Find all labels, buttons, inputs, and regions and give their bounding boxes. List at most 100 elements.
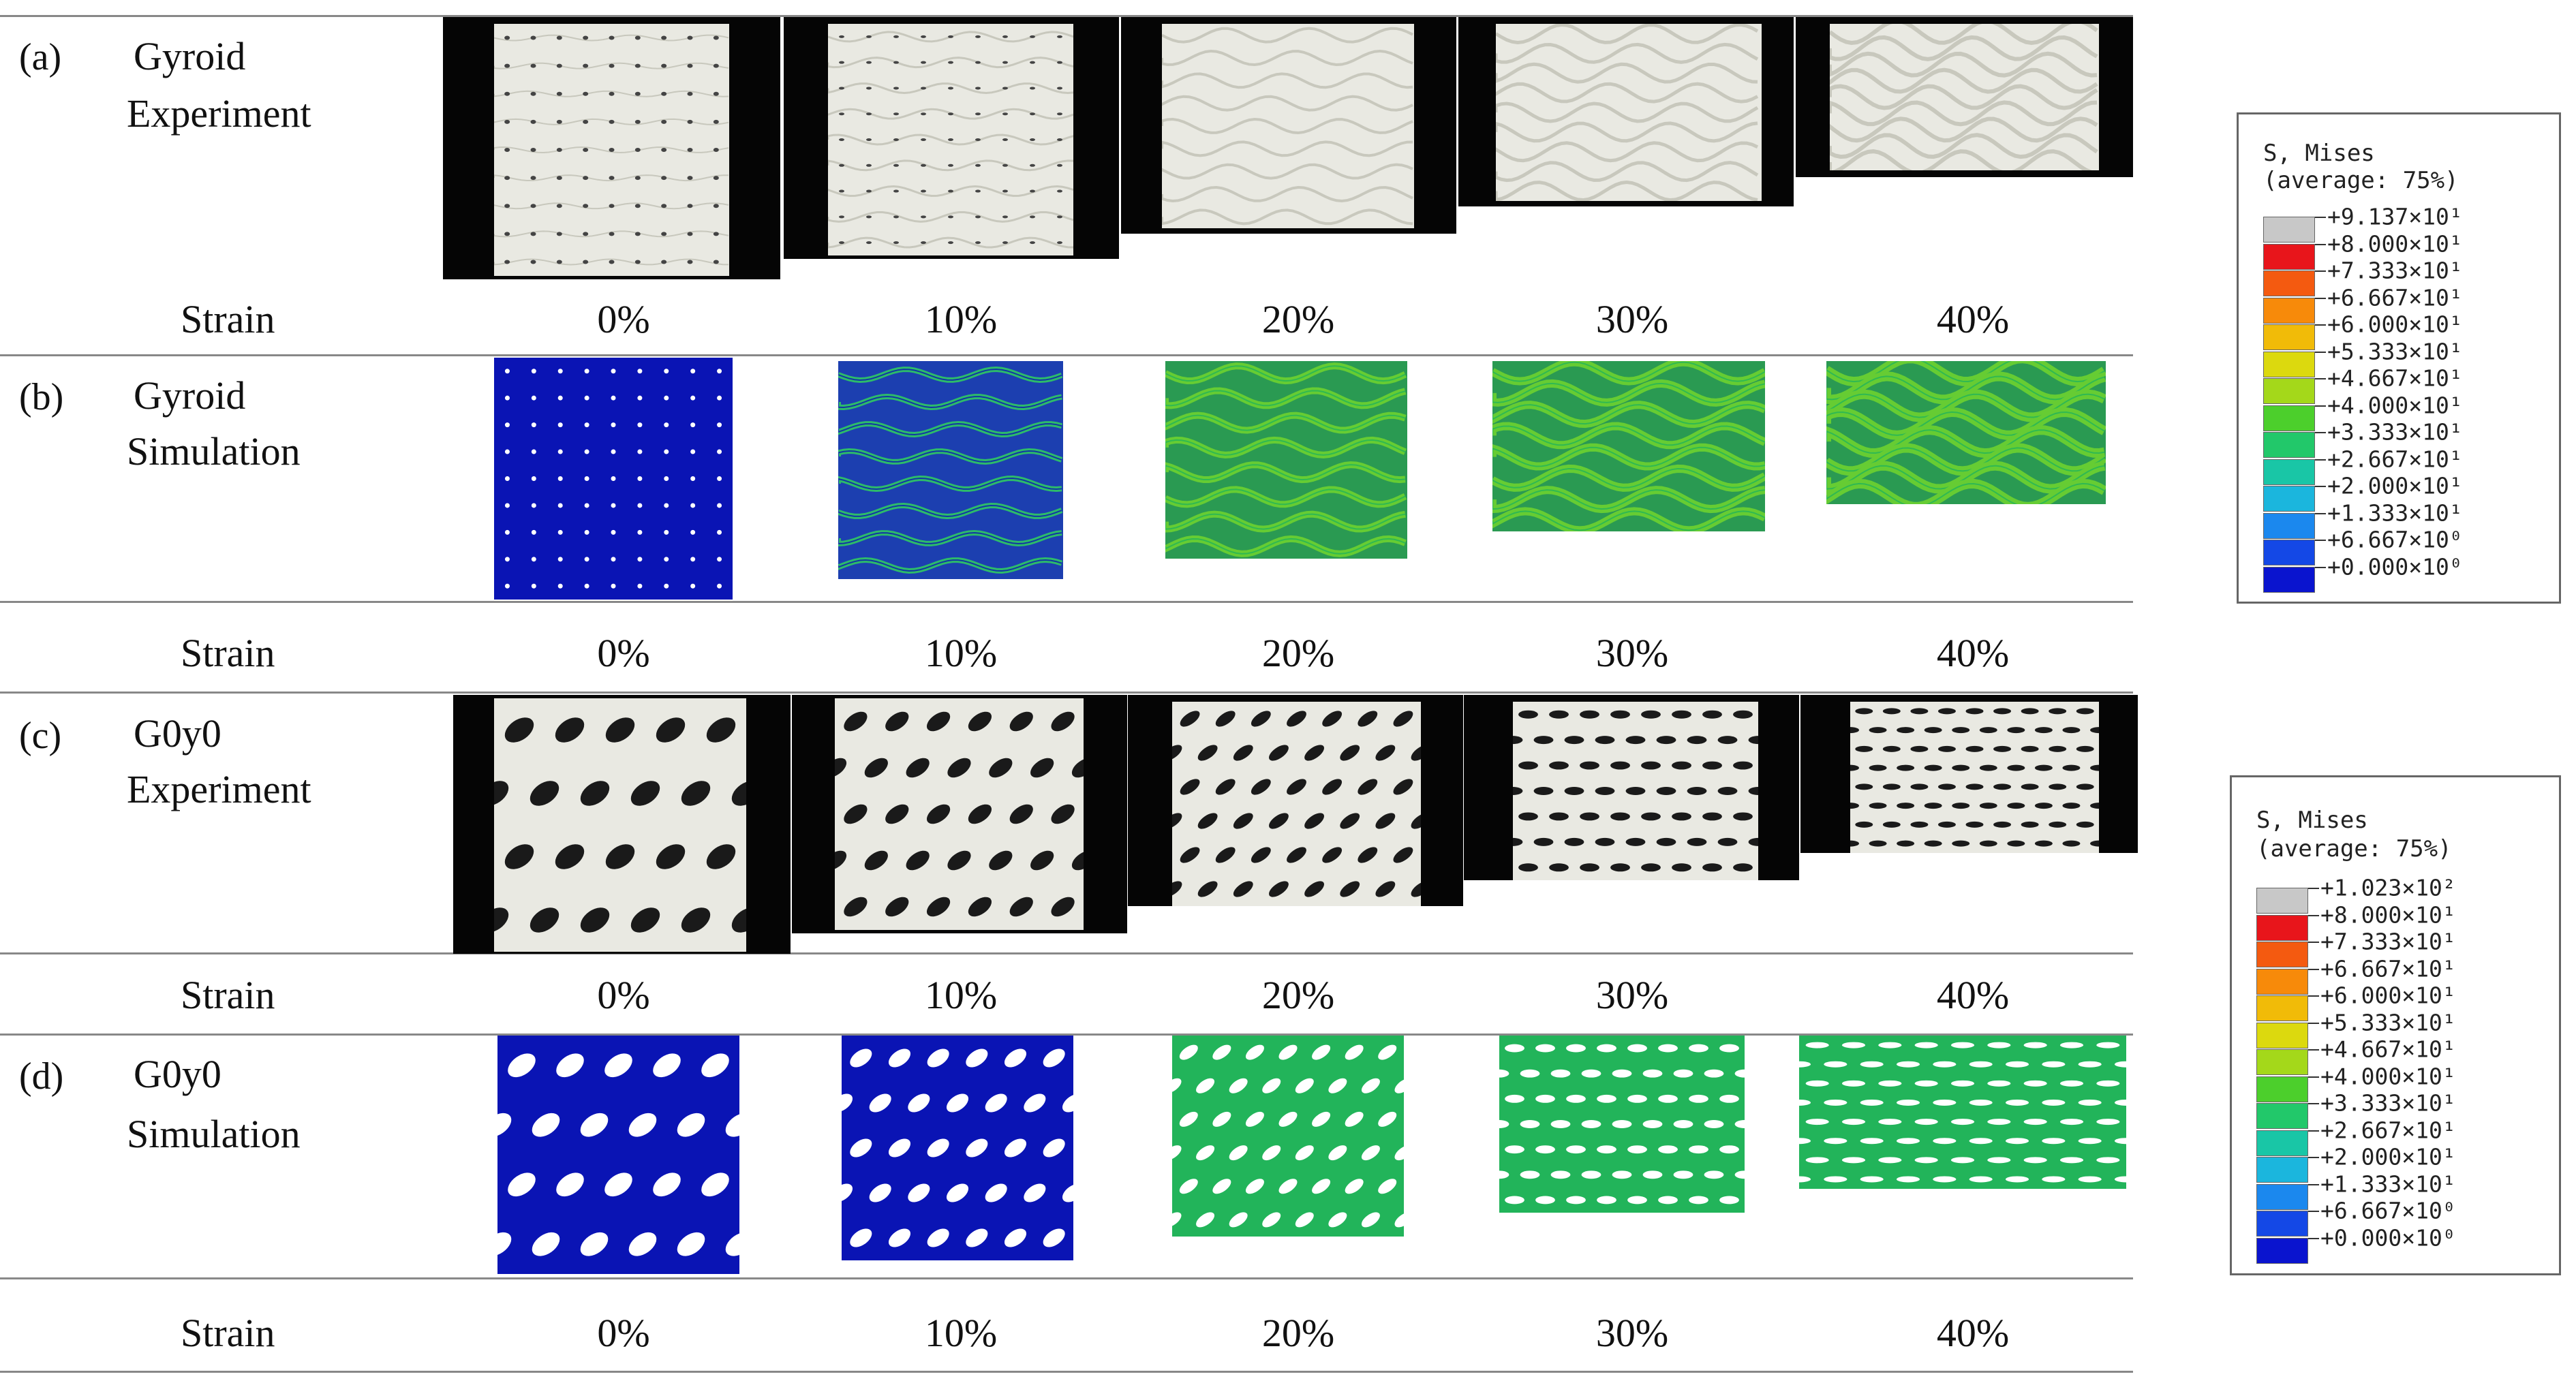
row-d-title-line2: Simulation bbox=[127, 1112, 301, 1156]
legend-tick bbox=[2315, 324, 2326, 326]
legend-color-band bbox=[2256, 1211, 2308, 1237]
row-b-strain-20: 20% bbox=[1261, 631, 1335, 675]
legend-value: +4.667×10¹ bbox=[2320, 1036, 2456, 1063]
legend-tick bbox=[2308, 888, 2319, 889]
legend-color-band bbox=[2256, 942, 2308, 967]
legend-value: +5.333×10¹ bbox=[2327, 338, 2463, 364]
legend-value: +6.000×10¹ bbox=[2327, 311, 2463, 338]
row-a-title-line1: Gyroid bbox=[134, 34, 246, 78]
specimen-drawing bbox=[1162, 24, 1414, 228]
g0y0-experiment-specimen bbox=[1172, 702, 1421, 906]
legend-value: +4.667×10¹ bbox=[2327, 364, 2463, 392]
row-b-title-line1: Gyroid bbox=[134, 373, 246, 418]
legend-color-band bbox=[2256, 1022, 2308, 1048]
legend-color-band bbox=[2263, 405, 2315, 431]
specimen-drawing bbox=[1172, 1036, 1404, 1237]
specimen-drawing bbox=[1499, 1036, 1745, 1213]
panel-label-d: (d) bbox=[19, 1055, 64, 1098]
legend-value: +3.333×10¹ bbox=[2327, 418, 2463, 446]
legend-value: +0.000×10⁰ bbox=[2327, 553, 2463, 580]
row-a-strain-40: 40% bbox=[1936, 297, 2010, 341]
row-a-strain-10: 10% bbox=[924, 297, 998, 341]
legend-tick bbox=[2315, 432, 2326, 433]
legend-value: +1.333×10¹ bbox=[2320, 1170, 2456, 1197]
row-c-title-line1: G0y0 bbox=[134, 711, 221, 756]
legend-value: +0.000×10⁰ bbox=[2320, 1224, 2456, 1251]
g0y0-simulation-specimen bbox=[842, 1036, 1073, 1260]
panel-label-b: (b) bbox=[19, 376, 64, 418]
legend-tick bbox=[2315, 486, 2326, 487]
legend-value: +9.137×10¹ bbox=[2327, 203, 2463, 230]
legend-color-band bbox=[2256, 1157, 2308, 1183]
legend-value: +6.667×10⁰ bbox=[2327, 526, 2463, 553]
legend-color-band bbox=[2256, 1183, 2308, 1210]
row-b-strain-30: 30% bbox=[1595, 631, 1669, 675]
legend-value: +6.667×10¹ bbox=[2327, 284, 2463, 311]
rule-row-c-strain bbox=[0, 1034, 2133, 1036]
row-c-strain-30: 30% bbox=[1595, 973, 1669, 1017]
row-c-strain-10: 10% bbox=[924, 973, 998, 1017]
legend-value: +8.000×10¹ bbox=[2320, 901, 2456, 928]
gyroid-experiment-specimen bbox=[1830, 24, 2099, 170]
stress-legend-g0y0: S, Mises (average: 75%) +1.023×10² +8.000… bbox=[2230, 775, 2561, 1275]
legend-tick bbox=[2308, 1157, 2319, 1158]
g0y0-simulation-specimen bbox=[1172, 1036, 1404, 1237]
gyroid-simulation-specimen bbox=[1165, 361, 1407, 559]
row-b-strain-label: Strain bbox=[181, 631, 275, 675]
legend-tick bbox=[2308, 995, 2319, 997]
legend-tick bbox=[2308, 968, 2319, 970]
legend-tick bbox=[2315, 459, 2326, 461]
row-c-strain-0: 0% bbox=[597, 973, 650, 1017]
legend-value: +7.333×10¹ bbox=[2327, 257, 2463, 284]
panel-label-c: (c) bbox=[19, 715, 62, 757]
row-c-strain-label: Strain bbox=[181, 973, 275, 1017]
row-a-strain-30: 30% bbox=[1595, 297, 1669, 341]
row-d-strain-label: Strain bbox=[181, 1311, 275, 1355]
legend-g0y0-title: S, Mises bbox=[2256, 807, 2368, 834]
row-d-strain-0: 0% bbox=[597, 1311, 650, 1355]
specimen-drawing bbox=[838, 361, 1063, 579]
legend-tick bbox=[2315, 405, 2326, 407]
g0y0-experiment-specimen bbox=[835, 698, 1084, 930]
legend-color-band bbox=[2263, 217, 2315, 243]
row-d-strain-40: 40% bbox=[1936, 1311, 2010, 1355]
rule-bottom bbox=[0, 1371, 2133, 1373]
rule-row-a-strain bbox=[0, 354, 2133, 356]
legend-tick bbox=[2315, 243, 2326, 245]
legend-color-band bbox=[2263, 351, 2315, 377]
specimen-drawing bbox=[1830, 24, 2099, 170]
row-b-strain-40: 40% bbox=[1936, 631, 2010, 675]
specimen-drawing bbox=[842, 1036, 1073, 1260]
specimen-drawing bbox=[497, 1036, 739, 1274]
legend-tick bbox=[2315, 351, 2326, 353]
specimen-drawing bbox=[1513, 702, 1758, 880]
specimen-drawing bbox=[1172, 702, 1421, 906]
legend-color-band bbox=[2256, 1237, 2308, 1264]
legend-tick bbox=[2308, 1237, 2319, 1239]
specimen-drawing bbox=[494, 698, 746, 952]
legend-color-band bbox=[2256, 914, 2308, 941]
gyroid-experiment-specimen bbox=[1162, 24, 1414, 228]
legend-color-band bbox=[2263, 297, 2315, 324]
row-d-title-line1: G0y0 bbox=[134, 1052, 221, 1096]
row-b-strain-10: 10% bbox=[924, 631, 998, 675]
g0y0-simulation-specimen bbox=[1499, 1036, 1745, 1213]
legend-color-band bbox=[2263, 512, 2315, 539]
legend-color-band bbox=[2256, 968, 2308, 995]
legend-color-band bbox=[2256, 1049, 2308, 1075]
legend-value: +1.333×10¹ bbox=[2327, 499, 2463, 526]
legend-color-band bbox=[2263, 270, 2315, 296]
gyroid-experiment-specimen bbox=[494, 24, 729, 276]
legend-tick bbox=[2308, 1130, 2319, 1132]
row-d-strain-30: 30% bbox=[1595, 1311, 1669, 1355]
specimen-drawing bbox=[494, 24, 729, 276]
rule-row-b-strain bbox=[0, 692, 2133, 694]
gyroid-experiment-specimen bbox=[828, 24, 1073, 255]
legend-tick bbox=[2308, 1103, 2319, 1104]
g0y0-experiment-specimen bbox=[1850, 702, 2099, 853]
legend-tick bbox=[2308, 914, 2319, 916]
row-a-strain-20: 20% bbox=[1261, 297, 1335, 341]
legend-tick bbox=[2315, 566, 2326, 568]
legend-value: +2.667×10¹ bbox=[2320, 1117, 2456, 1143]
legend-value: +2.000×10¹ bbox=[2327, 472, 2463, 499]
